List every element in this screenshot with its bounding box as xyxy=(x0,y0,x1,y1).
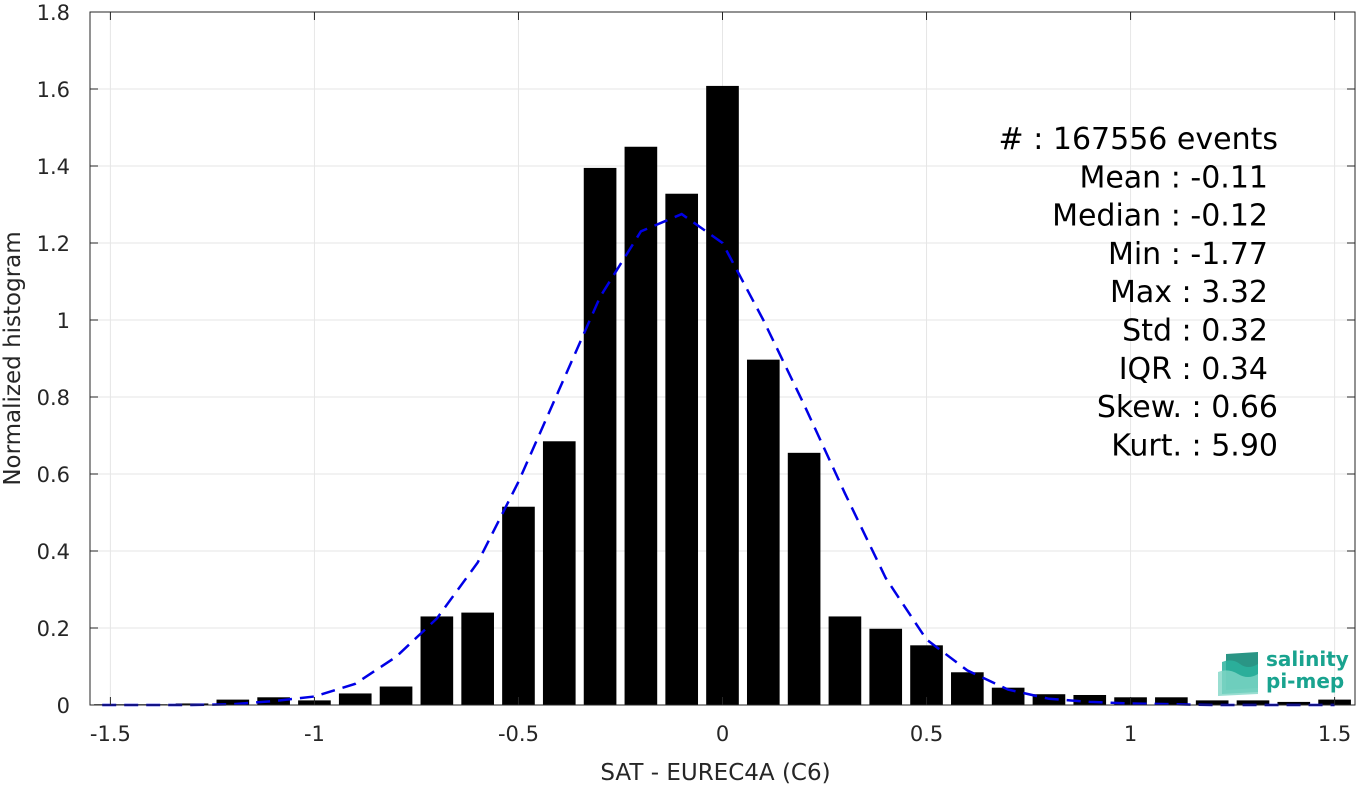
x-tick-label: 0.5 xyxy=(910,722,943,746)
stats-line: Median : -0.12 xyxy=(1052,199,1268,234)
histogram-bar xyxy=(828,616,862,705)
stats-line: Kurt. : 5.90 xyxy=(1111,428,1278,463)
x-axis-title: SAT - EUREC4A (C6) xyxy=(600,760,830,785)
histogram-bar xyxy=(910,645,943,705)
y-tick-label: 0.6 xyxy=(37,463,70,487)
stats-line: # : 167556 events xyxy=(999,122,1278,157)
stats-line: Min : -1.77 xyxy=(1108,237,1268,272)
y-tick-label: 0 xyxy=(57,694,70,718)
histogram-bars xyxy=(94,85,1351,706)
histogram-bar xyxy=(746,359,780,705)
stats-line: Mean : -0.11 xyxy=(1079,160,1268,195)
y-tick-label: 0.4 xyxy=(37,540,70,564)
histogram-bar xyxy=(951,672,984,705)
logo-line-2: pi-mep xyxy=(1266,669,1344,693)
x-tick-label: 1 xyxy=(1124,722,1137,746)
salinity-pi-mep-logo: salinity pi-mep xyxy=(1218,647,1349,696)
x-tick-label: -0.5 xyxy=(498,722,539,746)
stats-line: Std : 0.32 xyxy=(1122,314,1268,349)
histogram-bar xyxy=(624,146,658,705)
histogram-bar xyxy=(502,506,535,705)
logo-waves-icon xyxy=(1218,652,1258,696)
histogram-bar xyxy=(1236,700,1270,705)
y-tick-label: 1.2 xyxy=(37,232,70,256)
histogram-bar xyxy=(461,612,494,705)
stats-line: Max : 3.32 xyxy=(1110,275,1268,310)
histogram-bar xyxy=(583,167,617,706)
y-tick-label: 0.8 xyxy=(37,386,70,410)
x-tick-label: -1.5 xyxy=(90,722,131,746)
histogram-bar xyxy=(1277,701,1311,705)
histogram-bar xyxy=(379,686,413,705)
histogram-bar xyxy=(420,616,454,705)
x-tick-label: 1.5 xyxy=(1318,722,1351,746)
y-tick-label: 0.2 xyxy=(37,617,70,641)
histogram-bar xyxy=(1195,700,1229,705)
x-tick-label: 0 xyxy=(716,722,729,746)
y-tick-label: 1 xyxy=(57,309,70,333)
y-axis-ticks: 0 0.2 0.4 0.6 0.8 1 1.2 1.4 1.6 1.8 xyxy=(37,1,1355,718)
x-axis-ticks: -1.5 -1 -0.5 0 0.5 1 1.5 xyxy=(90,12,1351,746)
histogram-bar xyxy=(338,693,372,705)
stats-line: IQR : 0.34 xyxy=(1119,352,1268,387)
histogram-bar xyxy=(706,85,739,706)
histogram-bar xyxy=(216,699,250,705)
histogram-bar xyxy=(787,452,821,705)
histogram-bar xyxy=(257,697,290,705)
logo-line-1: salinity xyxy=(1266,647,1349,671)
histogram-bar xyxy=(1073,694,1107,705)
histogram-bar xyxy=(869,628,903,705)
y-tick-label: 1.4 xyxy=(37,155,70,179)
x-tick-label: -1 xyxy=(304,722,325,746)
histogram-bar xyxy=(991,687,1025,705)
y-axis-title: Normalized histogram xyxy=(0,231,26,485)
histogram-bar xyxy=(1155,697,1188,705)
normal-fit-curve xyxy=(102,212,1335,707)
y-tick-label: 1.6 xyxy=(37,78,70,102)
histogram-bar xyxy=(542,441,576,705)
y-tick-label: 1.8 xyxy=(37,1,70,25)
stats-line: Skew. : 0.66 xyxy=(1097,390,1278,425)
histogram-bar xyxy=(665,193,699,705)
